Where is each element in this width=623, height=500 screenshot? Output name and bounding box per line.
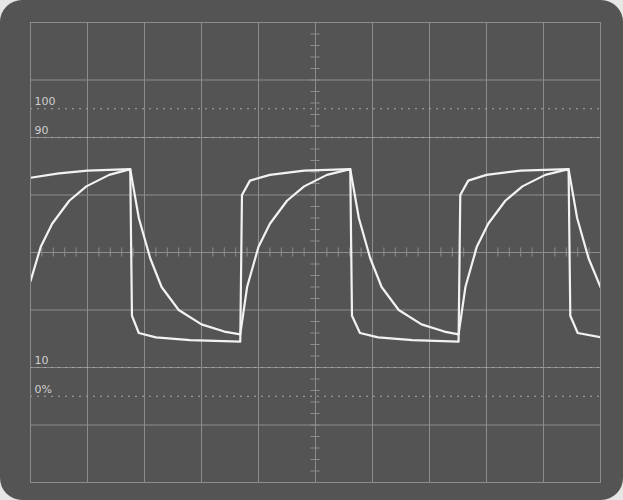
svg-text:0%: 0% bbox=[35, 383, 52, 396]
svg-text:100: 100 bbox=[35, 95, 56, 108]
svg-text:10: 10 bbox=[35, 354, 49, 367]
svg-text:90: 90 bbox=[35, 124, 49, 137]
